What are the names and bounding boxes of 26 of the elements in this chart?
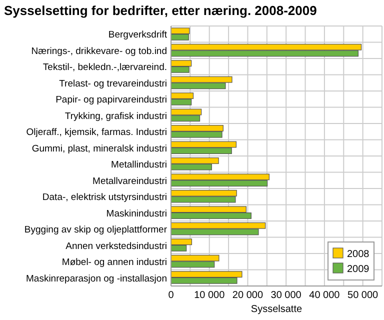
- y-tick-label: Annen verkstedsindustri: [66, 240, 167, 252]
- y-tick-label: Nærings-, drikkevare- og tob.ind: [31, 46, 167, 57]
- y-tick-label: Bygging av skip og oljeplattformer: [24, 224, 167, 236]
- y-tick-label: Møbel- og annen industri: [62, 257, 167, 268]
- x-tick-label: 0: [168, 290, 174, 301]
- y-tick-label: Tekstil-, bekledn.-,lærvareind.: [42, 62, 167, 74]
- y-tick-label: Trelast- og trevareindustri: [59, 78, 167, 90]
- y-tick-label: Bergverksdrift: [108, 30, 168, 41]
- legend-label: 2008: [347, 249, 370, 260]
- y-tick-label: Maskinreparasjon og -installasjon: [26, 273, 167, 284]
- y-tick-label: Metallindustri: [111, 160, 167, 171]
- x-tick-label: 40 000: [309, 290, 340, 301]
- y-tick-label: Data-, elektrisk utstyrsindustri: [42, 192, 167, 204]
- legend-label: 2009: [347, 264, 370, 275]
- x-axis-title: Sysselsatte: [250, 304, 302, 315]
- y-tick-label: Oljeraff., kjemsik, farmas. Industri: [26, 127, 167, 138]
- y-tick-label: Papir- og papirvareindustri: [56, 94, 167, 106]
- y-tick-label: Metallvareindustri: [92, 176, 167, 187]
- x-tick-label: 10 000: [194, 290, 226, 301]
- y-tick-label: Trykking, grafisk industri: [64, 110, 167, 122]
- x-tick-label: 30 000: [270, 290, 302, 301]
- x-tick-label: 50 000: [348, 290, 379, 301]
- y-tick-label: Gummi, plast, mineralsk industri: [32, 143, 167, 154]
- chart-title: Sysselsetting for bedrifter, etter næring. 2008-2009: [4, 3, 317, 18]
- x-tick-label: 20 000: [232, 290, 264, 301]
- y-tick-label: Maskinindustri: [106, 208, 167, 220]
